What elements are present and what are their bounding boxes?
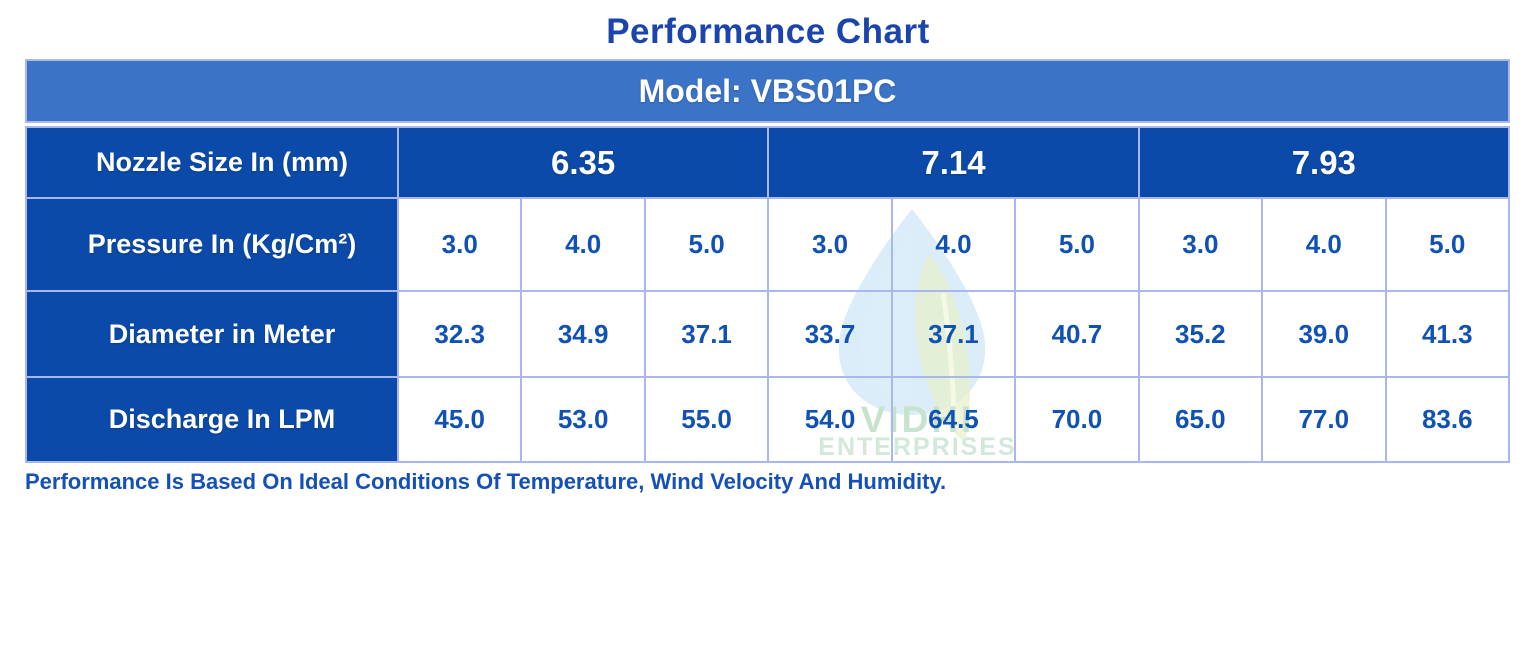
- discharge-value-cell: 83.6: [1384, 376, 1510, 463]
- discharge-value-cell: 65.0: [1137, 376, 1264, 463]
- pressure-value-cell: 4.0: [1261, 197, 1387, 292]
- discharge-value-cell: 55.0: [643, 376, 770, 463]
- model-header: Model: VBS01PC: [25, 59, 1510, 123]
- table-row-nozzle-size: Nozzle Size In (mm) 6.35 7.14 7.93: [25, 126, 1511, 199]
- pressure-value-cell: 5.0: [1384, 197, 1510, 292]
- diameter-value-cell: 37.1: [643, 290, 770, 378]
- discharge-value-cell: 54.0: [767, 376, 893, 463]
- pressure-value-cell: 5.0: [1014, 197, 1140, 292]
- model-header-label: Model: VBS01PC: [638, 72, 897, 109]
- row-label-nozzle-size: Nozzle Size In (mm): [25, 126, 399, 199]
- pressure-value-cell: 3.0: [767, 197, 893, 292]
- pressure-value-cell: 4.0: [890, 197, 1017, 292]
- diameter-value-cell: 33.7: [767, 290, 893, 378]
- table-row-pressure: Pressure In (Kg/Cm²) 3.0 4.0 5.0 3.0 4.0…: [25, 197, 1510, 292]
- footnote: Performance Is Based On Ideal Conditions…: [25, 469, 947, 494]
- pressure-value-cell: 5.0: [643, 197, 770, 292]
- pressure-value-cell: 3.0: [1137, 197, 1264, 292]
- discharge-value-cell: 70.0: [1014, 376, 1140, 463]
- diameter-value-cell: 34.9: [520, 290, 646, 378]
- diameter-value-cell: 40.7: [1014, 290, 1140, 378]
- nozzle-size-value: 7.93: [1137, 126, 1511, 199]
- discharge-value-cell: 53.0: [520, 376, 646, 463]
- row-label-discharge: Discharge In LPM: [25, 376, 399, 463]
- diameter-value-cell: 37.1: [890, 290, 1017, 378]
- row-label-diameter: Diameter in Meter: [25, 290, 399, 378]
- table-row-discharge: Discharge In LPM 45.0 53.0 55.0 54.0 64.…: [25, 376, 1510, 463]
- pressure-value-cell: 3.0: [396, 197, 523, 292]
- discharge-value-cell: 64.5: [890, 376, 1017, 463]
- table-row-diameter: Diameter in Meter 32.3 34.9 37.1 33.7 37…: [25, 290, 1510, 378]
- pressure-value-cell: 4.0: [520, 197, 646, 292]
- row-label-pressure: Pressure In (Kg/Cm²): [25, 197, 399, 292]
- page-title: Performance Chart: [606, 12, 930, 51]
- nozzle-size-value: 7.14: [767, 126, 1140, 199]
- discharge-value-cell: 45.0: [396, 376, 523, 463]
- diameter-value-cell: 35.2: [1137, 290, 1264, 378]
- discharge-value-cell: 77.0: [1261, 376, 1387, 463]
- nozzle-size-value: 6.35: [396, 126, 770, 199]
- performance-table: Nozzle Size In (mm) 6.35 7.14 7.93 Press…: [25, 126, 1511, 463]
- diameter-value-cell: 39.0: [1261, 290, 1387, 378]
- diameter-value-cell: 41.3: [1384, 290, 1510, 378]
- diameter-value-cell: 32.3: [396, 290, 523, 378]
